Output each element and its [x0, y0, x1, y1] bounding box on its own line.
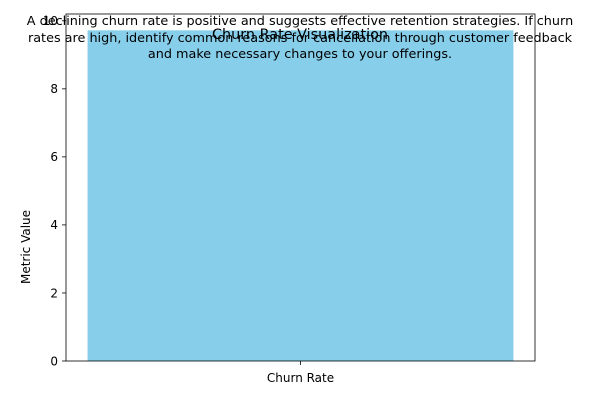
y-tick-label: 2	[50, 286, 58, 300]
annotation-line: rates are high, identify common reasons …	[28, 31, 573, 46]
y-tick-label: 10	[43, 14, 58, 28]
x-axis: Churn Rate	[267, 361, 334, 385]
y-tick-label: 8	[50, 82, 58, 96]
y-tick-label: 6	[50, 150, 58, 164]
annotation-line: and make necessary changes to your offer…	[148, 47, 452, 62]
x-tick-label: Churn Rate	[267, 371, 334, 385]
bar-churn-rate	[87, 30, 514, 362]
y-axis-label: Metric Value	[19, 210, 33, 284]
y-tick-label: 0	[50, 354, 58, 368]
y-tick-label: 4	[50, 218, 58, 232]
chart-title: Churn Rate Visualization	[212, 27, 388, 43]
annotation: A declining churn rate is positive and s…	[27, 14, 573, 62]
annotation-line: A declining churn rate is positive and s…	[27, 14, 573, 29]
plot-area	[65, 13, 536, 362]
y-axis: 0 2 4 6 8 10	[43, 14, 66, 368]
